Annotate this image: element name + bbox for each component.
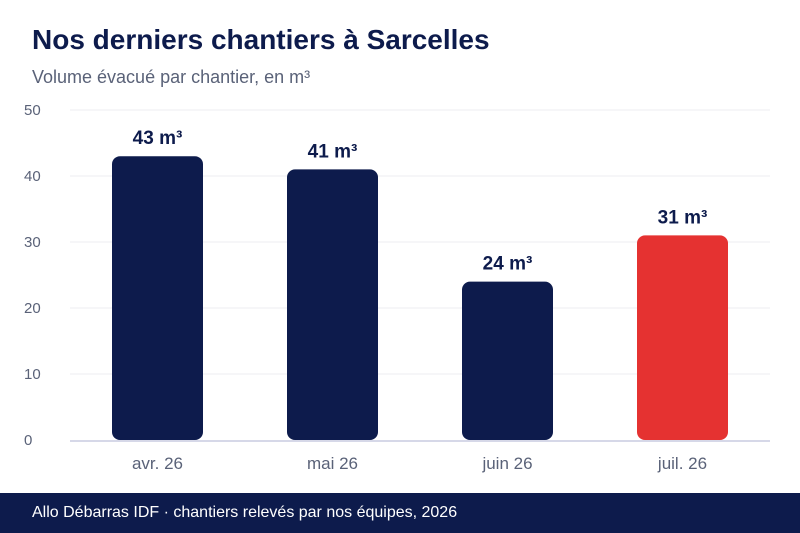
footer-source: Allo Débarras IDF · chantiers relevés pa… [32, 504, 458, 521]
x-tick-label: avr. 26 [132, 454, 183, 473]
chart-subtitle: Volume évacué par chantier, en m³ [32, 67, 311, 87]
y-tick-label: 40 [24, 168, 41, 185]
x-tick-label: juin 26 [481, 454, 532, 473]
bar [112, 156, 203, 440]
y-axis-ticks: 0 10 20 30 40 50 [24, 102, 41, 449]
y-tick-label: 30 [24, 234, 41, 251]
chart-title: Nos derniers chantiers à Sarcelles [32, 24, 490, 55]
x-tick-label: mai 26 [307, 454, 358, 473]
x-tick-label: juil. 26 [657, 454, 707, 473]
data-labels: 43 m³ 41 m³ 24 m³ 31 m³ [133, 128, 708, 274]
footer-bar: Allo Débarras IDF · chantiers relevés pa… [0, 493, 800, 533]
y-tick-label: 10 [24, 366, 41, 383]
bar [287, 169, 378, 440]
bars [112, 156, 728, 440]
y-tick-label: 50 [24, 102, 41, 119]
bar [637, 235, 728, 440]
bar-chart: 0 10 20 30 40 50 43 m³ 41 m³ 24 m³ 31 m³ avr. 26… [24, 102, 770, 473]
x-axis-ticks: avr. 26 mai 26 juin 26 juil. 26 [132, 454, 707, 473]
data-label: 24 m³ [483, 254, 533, 275]
y-tick-label: 20 [24, 300, 41, 317]
data-label: 43 m³ [133, 128, 183, 149]
bar [462, 281, 553, 440]
data-label: 31 m³ [658, 207, 708, 228]
y-tick-label: 0 [24, 432, 32, 449]
data-label: 41 m³ [308, 141, 358, 162]
